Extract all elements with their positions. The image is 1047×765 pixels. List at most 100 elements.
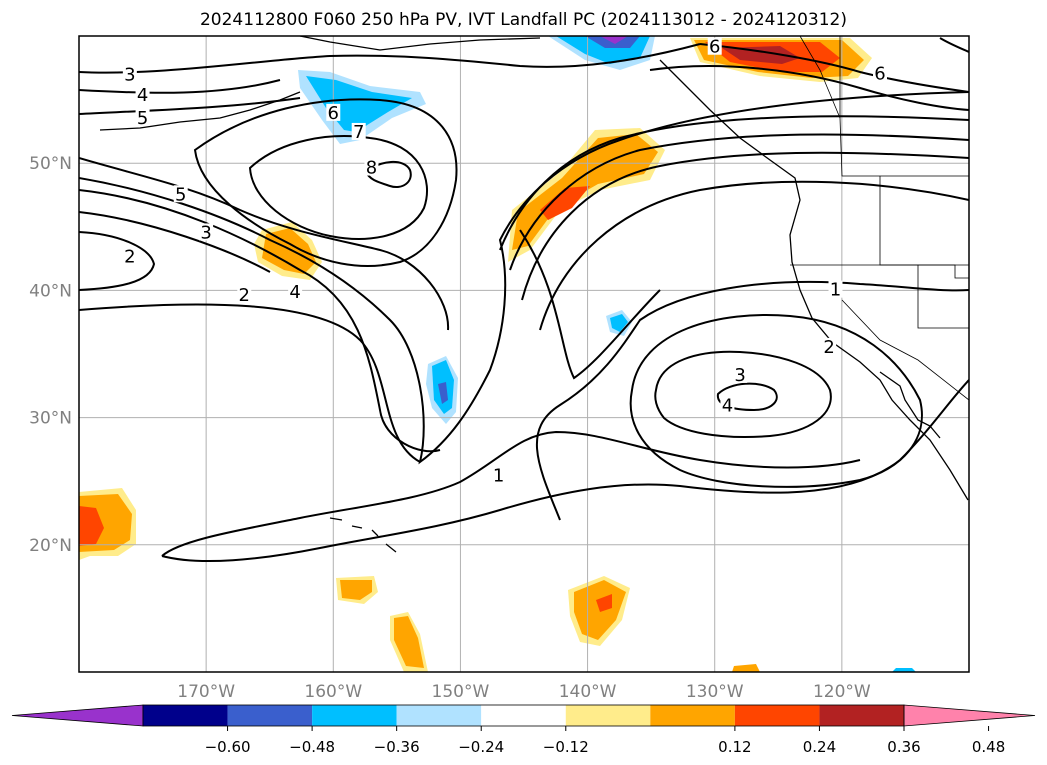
- shaded-regions: [79, 36, 916, 672]
- map-title: 2024112800 F060 250 hPa PV, IVT Landfall…: [199, 10, 847, 30]
- contour-label: 1: [830, 280, 841, 301]
- colorbar-segment: [734, 705, 820, 726]
- lat-tick-label: 20°N: [29, 536, 72, 556]
- shaded-region: [306, 76, 412, 132]
- colorbar-tick-label: 0.12: [718, 738, 751, 756]
- contour-label: 4: [137, 85, 148, 106]
- contour-label: 5: [137, 108, 148, 129]
- pv-contour: [79, 43, 701, 74]
- contour-label-bg: [351, 122, 366, 140]
- lon-tick-label: 130°W: [686, 682, 744, 702]
- colorbar-segment: [143, 705, 228, 726]
- contour-label: 1: [493, 465, 504, 486]
- shaded-region: [262, 228, 316, 274]
- contour-label-bg: [720, 396, 735, 414]
- colorbar-tick-label: 0.24: [803, 738, 836, 756]
- contour-label-bg: [491, 466, 506, 484]
- shaded-region: [600, 36, 628, 44]
- shaded-region: [340, 580, 372, 600]
- colorbar: −0.60 −0.48 −0.36 −0.24 −0.12 0.12 0.24 0.36 0.4…: [11, 704, 1036, 756]
- contour-label-bg: [122, 65, 137, 83]
- political-borders: [790, 36, 969, 401]
- colorbar-segment: [650, 705, 735, 726]
- contour-label-bg: [237, 285, 252, 303]
- lat-tick-label: 30°N: [29, 409, 72, 429]
- coastline-baja: [879, 371, 941, 439]
- shaded-region: [394, 616, 424, 668]
- contour-label-bg: [135, 108, 150, 126]
- pv-contour: [79, 189, 441, 453]
- contour-label: 2: [823, 337, 834, 358]
- map-panel: [79, 36, 969, 672]
- colorbar-tick-label: 0.48: [972, 738, 1005, 756]
- lon-tick-label: 140°W: [559, 682, 617, 702]
- colorbar-tick-label: −0.48: [289, 738, 335, 756]
- contour-label: 2: [124, 247, 135, 268]
- pv-contour: [649, 65, 969, 111]
- contour-label-bg: [707, 37, 722, 55]
- contour-label-bg: [135, 86, 150, 104]
- pv-contour: [509, 133, 969, 271]
- colorbar-tick-label: 0.36: [887, 738, 920, 756]
- colorbar-tick-label: −0.36: [374, 738, 420, 756]
- colorbar-segment: [312, 705, 397, 726]
- shaded-region: [732, 664, 760, 672]
- pv-contours: [79, 37, 969, 563]
- contour-label-bg: [822, 337, 837, 355]
- lon-tick-label: 170°W: [177, 682, 235, 702]
- coastline-alaska: [299, 36, 541, 51]
- colorbar-segment: [227, 705, 313, 726]
- contour-label: 6: [709, 37, 720, 58]
- colorbar-extend-low: [11, 704, 144, 727]
- contour-label: 8: [366, 158, 377, 179]
- contour-label-bg: [199, 223, 214, 241]
- colorbar-segment: [819, 705, 904, 726]
- contour-label-bg: [326, 103, 341, 121]
- shaded-region: [892, 668, 916, 672]
- contour-label-bg: [173, 185, 188, 203]
- shaded-region: [596, 594, 612, 612]
- pv-contour: [629, 314, 923, 488]
- lat-tick-label: 50°N: [29, 154, 72, 174]
- shaded-region: [438, 382, 448, 404]
- longitude-labels: 170°W 160°W 150°W 140°W 130°W 120°W: [177, 682, 871, 702]
- contour-label: 3: [200, 222, 211, 243]
- contour-label-bg: [873, 64, 887, 82]
- contour-label: 3: [734, 365, 745, 386]
- pv-contour: [539, 180, 969, 331]
- colorbar-segment: [565, 705, 651, 726]
- pv-contour: [79, 231, 156, 291]
- contour-label: 7: [353, 122, 364, 143]
- pv-contour: [193, 98, 458, 267]
- pv-contour: [536, 280, 969, 521]
- shaded-region: [722, 46, 800, 64]
- lat-tick-label: 40°N: [29, 281, 72, 301]
- contour-label-bg: [288, 283, 303, 301]
- pv-contour: [499, 115, 969, 251]
- lon-tick-label: 160°W: [304, 682, 362, 702]
- lon-tick-label: 150°W: [432, 682, 490, 702]
- pv-contour: [939, 37, 969, 53]
- contour-label-bg: [733, 365, 748, 383]
- contour-label: 6: [874, 63, 885, 84]
- pv-contour: [248, 135, 429, 240]
- contour-label: 3: [124, 65, 135, 86]
- contour-label-bg: [828, 280, 843, 298]
- contour-label: 5: [175, 184, 186, 205]
- pv-contour: [521, 151, 969, 301]
- pv-contour: [79, 303, 421, 463]
- colorbar-segment: [481, 705, 566, 726]
- contour-label: 2: [239, 285, 250, 306]
- coastline-hawaii: [329, 517, 397, 553]
- lon-tick-label: 120°W: [813, 682, 871, 702]
- pv-contour: [79, 157, 450, 331]
- colorbar-tick-label: −0.12: [543, 738, 589, 756]
- colorbar-tick-label: −0.60: [205, 738, 251, 756]
- contour-label: 6: [328, 103, 339, 124]
- pv-contour: [79, 97, 301, 115]
- shaded-region: [610, 314, 628, 332]
- pv-contour: [364, 161, 412, 188]
- colorbar-segment: [396, 705, 482, 726]
- pv-contour: [79, 79, 281, 94]
